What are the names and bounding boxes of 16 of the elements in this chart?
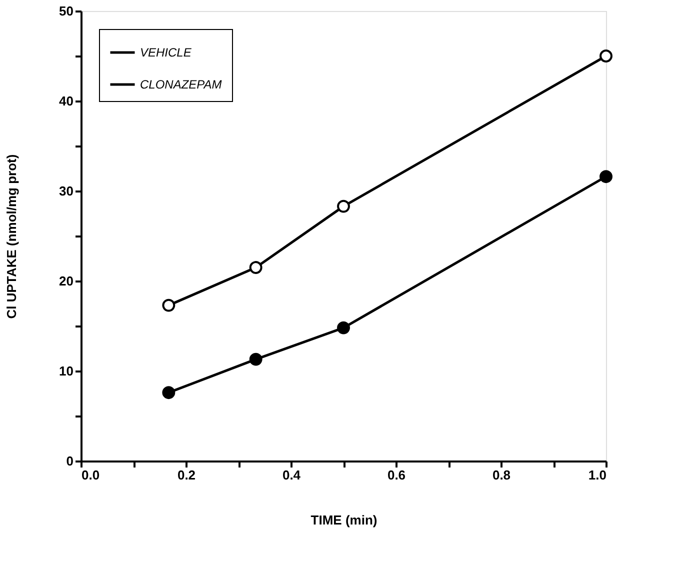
y-tick-label: 50: [59, 4, 74, 18]
x-tick-label: 0.4: [282, 468, 302, 482]
y-tick-label: 30: [59, 184, 74, 198]
x-tick-label: 0.8: [492, 468, 511, 482]
x-axis-title: TIME (min): [310, 512, 378, 528]
y-tick-label: 10: [59, 364, 74, 378]
x-tick-label: 1.0: [588, 468, 606, 482]
legend-label: VEHICLE: [140, 46, 192, 60]
x-tick-label: 0.0: [82, 468, 100, 482]
y-tick-label: 0: [66, 454, 74, 468]
y-tick-label: 20: [59, 274, 74, 288]
x-tick-label: 0.2: [177, 468, 196, 482]
x-tick-label: 0.6: [387, 468, 406, 482]
legend-label: CLONAZEPAM: [140, 78, 222, 92]
y-tick-label: 40: [59, 94, 74, 108]
y-axis-title: Cl UPTAKE (nmol/mg prot): [4, 154, 20, 319]
